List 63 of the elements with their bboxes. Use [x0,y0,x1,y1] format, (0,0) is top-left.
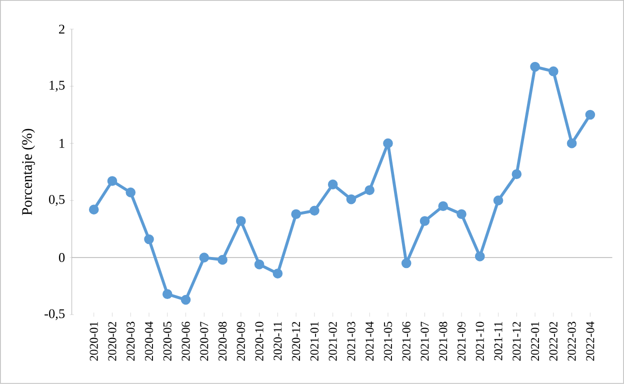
point [107,176,118,186]
point [456,209,466,220]
point [272,268,283,279]
x-tick-label: 2020-03 [126,322,135,361]
point [126,188,136,198]
x-tick-label: 2020-11 [274,322,282,360]
y-tick-label: 1 [60,139,64,148]
x-tick-label: 2021-09 [457,322,466,361]
point [162,289,172,300]
point [585,110,596,120]
point [180,294,191,305]
x-tick-label: 2020-01 [90,322,98,361]
x-tick-label: 2021-05 [384,322,392,361]
x-tick-label: 2021-07 [420,322,429,361]
y-axis-title: Porcentaje (%) [22,128,35,216]
point [346,194,356,204]
point [199,252,210,263]
point [474,252,485,262]
y-tick-label: -0,5 [44,309,65,320]
x-tick-label: 2020-12 [292,322,300,361]
x-tick-label: 2022-04 [586,322,594,361]
x-tick-label: 2021-02 [328,322,337,361]
point [254,260,264,270]
point [310,206,320,216]
x-tick-label: 2022-02 [549,322,558,361]
x-tick-label: 2020-10 [255,322,264,361]
y-tick-label: 1,5 [50,80,65,92]
point [328,180,338,190]
x-tick-label: 2020-04 [144,322,154,361]
point [566,138,577,148]
point [512,169,522,180]
x-tick-label: 2021-03 [347,322,356,361]
x-tick-label: 2021-10 [476,322,484,361]
point [364,185,375,196]
point [548,66,558,76]
x-tick-label: 2020-02 [108,322,116,361]
x-tick-label: 2021-04 [366,322,374,361]
y-tick-label: 0 [58,253,65,262]
point [420,216,430,226]
x-tick-label: 2020-07 [200,322,208,361]
point [236,216,246,226]
x-tick-label: 2021-08 [439,322,448,361]
x-tick-label: 2021-11 [494,322,502,360]
point [401,258,412,268]
x-tick-label: 2022-03 [568,322,576,361]
x-tick-label: 2020-09 [236,322,245,361]
x-tick-label: 2021-12 [512,322,521,361]
point [530,62,540,72]
point [88,204,99,215]
point [383,138,393,148]
point [438,201,448,212]
y-tick-label: 0,5 [48,195,65,206]
x-tick-label: 2020-05 [163,322,172,361]
x-tick-label: 2020-08 [218,322,227,361]
x-tick-label: 2020-06 [182,322,190,361]
x-tick-label: 2022-01 [530,322,540,361]
point [218,255,228,265]
y-tick-label: 2 [59,24,64,34]
point [493,196,504,206]
x-tick-label: 2021-01 [310,322,318,361]
point [144,234,154,244]
x-tick-label: 2021-06 [402,322,410,361]
point [291,209,301,220]
